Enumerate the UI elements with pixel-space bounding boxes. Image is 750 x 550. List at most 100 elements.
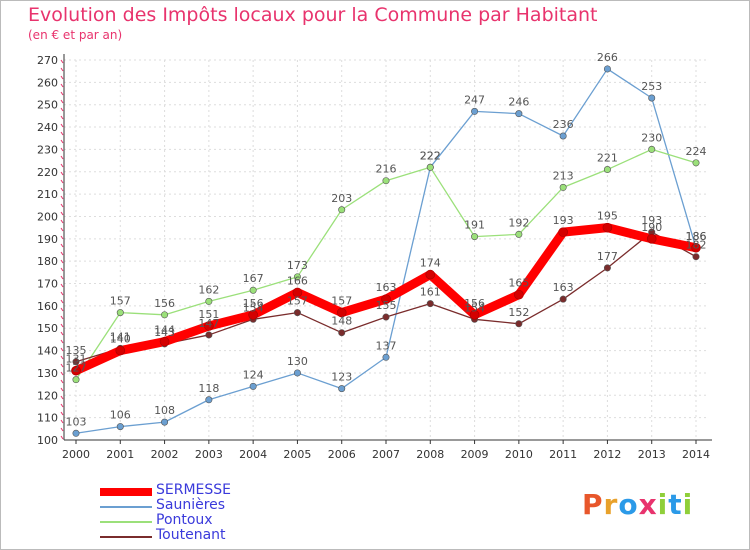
y-tick-label: 180 <box>37 255 58 268</box>
data-point <box>205 331 213 339</box>
axis-mark <box>60 283 64 288</box>
data-label: 182 <box>686 239 707 252</box>
axis-mark <box>60 219 64 224</box>
data-label: 144 <box>154 324 175 337</box>
data-point <box>205 396 213 404</box>
data-point <box>692 253 700 261</box>
data-point <box>646 234 657 244</box>
data-label: 222 <box>420 149 441 162</box>
axis-mark <box>60 259 64 264</box>
y-tick-label: 120 <box>37 389 58 402</box>
data-point <box>381 294 391 304</box>
axis-mark <box>60 211 64 216</box>
axis-mark <box>60 315 64 320</box>
logo-letter: r <box>603 488 619 521</box>
data-point <box>382 313 390 321</box>
tick-labels: 100 110 120 130 140 150 160 170 180 190 200 210 220 2… <box>37 54 710 461</box>
axis-mark <box>60 227 64 232</box>
data-label: 143 <box>154 326 175 339</box>
axis-mark <box>60 83 64 88</box>
axes <box>60 54 712 444</box>
data-label: 246 <box>508 96 529 109</box>
x-tick-label: 2010 <box>505 448 533 461</box>
y-tick-label: 100 <box>37 434 58 447</box>
axis-mark <box>60 243 64 248</box>
data-point <box>558 227 568 237</box>
data-label: 157 <box>331 295 352 308</box>
data-labels: 103 106 108 118 124 130 123 137 222 247 246 236 266 2… <box>66 51 707 428</box>
x-tick-label: 2006 <box>328 448 356 461</box>
axis-mark <box>60 107 64 112</box>
x-tick-label: 2004 <box>239 448 267 461</box>
data-point <box>648 145 656 153</box>
x-tick-label: 2008 <box>416 448 444 461</box>
data-label: 190 <box>641 221 662 234</box>
data-point <box>382 353 390 361</box>
data-point <box>603 166 611 174</box>
data-label: 141 <box>110 330 131 343</box>
data-label: 157 <box>287 295 308 308</box>
axis-mark <box>60 75 64 80</box>
axis-mark <box>60 59 64 64</box>
axis-mark <box>60 387 64 392</box>
data-point <box>293 369 301 377</box>
data-point <box>469 310 480 320</box>
axis-mark <box>60 147 64 152</box>
axis-mark <box>60 251 64 256</box>
data-point <box>249 382 257 390</box>
data-point <box>72 358 80 366</box>
x-tick-label: 2003 <box>195 448 223 461</box>
data-label: 193 <box>641 214 662 227</box>
legend-swatch <box>100 506 152 508</box>
data-label: 216 <box>376 163 397 176</box>
data-label: 230 <box>641 131 662 144</box>
data-label: 203 <box>331 192 352 205</box>
data-point <box>71 365 81 376</box>
axis-mark <box>60 339 64 344</box>
data-point <box>204 321 214 331</box>
data-label: 147 <box>198 317 219 330</box>
data-label: 154 <box>243 301 264 314</box>
data-point <box>425 269 436 280</box>
data-point <box>161 311 169 319</box>
y-tick-label: 170 <box>37 278 58 291</box>
x-tick-label: 2001 <box>106 448 134 461</box>
legend-label: Saunières <box>156 497 226 513</box>
data-point <box>72 376 80 384</box>
data-label: 247 <box>464 93 485 106</box>
data-point <box>559 295 567 303</box>
data-label: 186 <box>686 230 707 243</box>
data-point <box>514 289 524 300</box>
data-label: 135 <box>66 344 87 357</box>
data-label: 173 <box>287 259 308 272</box>
axis-mark <box>60 267 64 272</box>
axis-mark <box>60 371 64 376</box>
data-label: 167 <box>243 272 264 285</box>
data-label: 221 <box>597 152 618 165</box>
axis-mark <box>60 411 64 416</box>
data-point <box>116 309 124 317</box>
data-point <box>161 418 169 426</box>
logo-letter: P <box>582 488 604 521</box>
y-tick-label: 210 <box>37 188 58 201</box>
data-label: 191 <box>464 219 485 232</box>
y-tick-label: 250 <box>37 99 58 112</box>
x-tick-label: 2012 <box>593 448 621 461</box>
data-label: 151 <box>198 308 219 321</box>
data-label: 156 <box>464 297 485 310</box>
y-tick-label: 130 <box>37 367 58 380</box>
data-point <box>515 230 523 238</box>
data-label: 157 <box>110 295 131 308</box>
data-point <box>338 206 346 214</box>
series-points <box>71 65 701 437</box>
legend-swatch <box>100 488 152 496</box>
y-tick-label: 220 <box>37 166 58 179</box>
data-label: 137 <box>376 339 397 352</box>
x-tick-label: 2005 <box>283 448 311 461</box>
axis-mark <box>60 99 64 104</box>
data-label: 161 <box>420 286 441 299</box>
logo-letter: i <box>657 488 669 521</box>
axis-mark <box>60 307 64 312</box>
legend-label: Toutenant <box>156 527 226 543</box>
